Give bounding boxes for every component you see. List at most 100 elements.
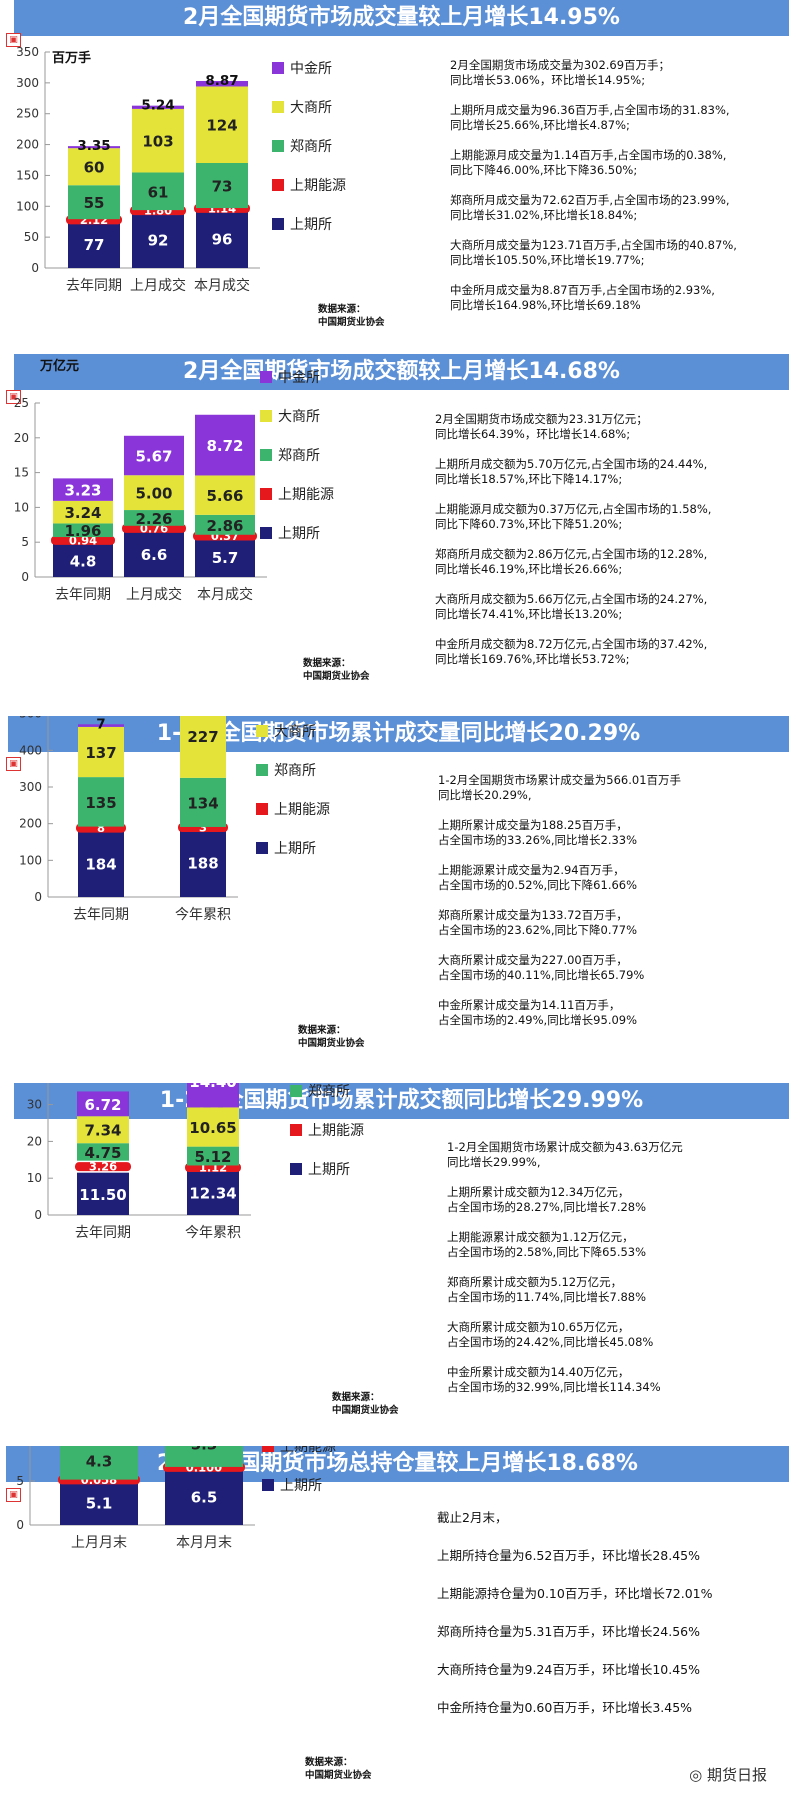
y-tick-label: 0	[21, 570, 29, 584]
bar-segment-大商所	[132, 108, 184, 173]
y-tick-label: 0	[34, 1208, 42, 1222]
bar-segment-大商所	[53, 500, 113, 524]
data-label: 3.35	[77, 138, 110, 154]
bar-segment-上期所	[68, 220, 120, 268]
bar-segment-中金所	[187, 1083, 239, 1108]
data-label: 5.3	[191, 1446, 218, 1454]
bar-segment-上期所	[77, 1172, 129, 1215]
bar-segment-上期所	[195, 537, 255, 577]
stacked-bar-chart: 百万手050100150200250300350772.1255603.35去年…	[16, 45, 346, 294]
legend-swatch	[272, 218, 284, 230]
data-label: 14.40	[189, 1083, 236, 1091]
bar-segment-大商所	[187, 1107, 239, 1147]
bar-segment-郑商所	[132, 172, 184, 211]
data-source-label: 数据来源：	[305, 1757, 353, 1768]
data-label: 8.87	[205, 73, 238, 89]
legend-label: 上期所	[290, 217, 332, 233]
data-label: 60	[84, 159, 105, 177]
note-item: 上期所累计成交量为188.25百万手， 占全国市场的33.26%,同比增长2.3…	[438, 818, 638, 847]
data-source: 数据来源： 中国期货业协会	[332, 1391, 399, 1417]
data-label: 10.65	[189, 1119, 236, 1137]
legend-label: 郑商所	[274, 763, 316, 779]
plot-area: 百万手050100150200250300350772.1255603.35去年…	[16, 45, 260, 294]
data-label: 2.86	[206, 517, 243, 535]
notes-panel: 截止2月末， 上期所持仓量为6.52百万手，环比增长28.45% 上期能源持仓量…	[437, 1510, 782, 1716]
y-tick-label: 0	[16, 1518, 24, 1532]
x-category-label: 上月成交	[126, 586, 182, 603]
note-item: 上期能源累计成交额为1.12万亿元， 占全国市场的2.58%,同比下降65.53…	[447, 1230, 647, 1259]
legend-label: 中金所	[290, 61, 332, 77]
note-item: 上期所月成交额为5.70万亿元,占全国市场的24.44%, 同比增长18.57%…	[435, 457, 708, 486]
bar-segment-大商所	[195, 475, 255, 515]
data-label: 11.50	[79, 1186, 126, 1204]
data-label: 3	[199, 821, 207, 835]
y-tick-label: 5	[16, 1474, 24, 1488]
y-tick-label: 25	[14, 396, 29, 410]
note-item: 中金所月成交额为8.72万亿元,占全国市场的37.42%, 同比增长169.76…	[435, 637, 708, 666]
data-source-name: 中国期货业协会	[318, 317, 385, 328]
section-title: 2月全国期货市场成交额较上月增长14.68%	[14, 354, 789, 390]
x-category-label: 本月成交	[197, 586, 253, 603]
bar-segment-上期所	[78, 829, 124, 897]
data-source: 数据来源： 中国期货业协会	[318, 303, 385, 329]
section-title: 1-2月全国期货市场累计成交量同比增长20.29%	[8, 716, 789, 752]
x-category-label: 本月成交	[194, 277, 250, 294]
data-label: 77	[84, 236, 105, 254]
legend-label: 上期所	[308, 1162, 350, 1178]
data-source-name: 中国期货业协会	[332, 1405, 399, 1416]
bar-segment-上期所	[165, 1467, 243, 1525]
corner-tag-icon: ▣	[6, 757, 21, 771]
legend-swatch	[260, 371, 272, 383]
legend-swatch	[272, 101, 284, 113]
y-tick-label: 200	[16, 138, 39, 152]
watermark-text: 期货日报	[706, 1766, 767, 1784]
x-category-label: 去年同期	[55, 587, 111, 603]
data-label: 2.26	[135, 510, 172, 528]
y-tick-label: 500	[19, 716, 42, 721]
data-label: 3.23	[64, 482, 101, 500]
data-label: 6.72	[84, 1096, 121, 1114]
data-label: 135	[85, 794, 116, 812]
y-tick-label: 300	[19, 780, 42, 794]
x-category-label: 今年累积	[175, 907, 231, 923]
data-label: 137	[85, 744, 116, 762]
x-category-label: 上月成交	[130, 277, 186, 294]
notes-panel: 2月全国期货市场成交额为23.31万亿元； 同比增长64.39%，环比增长14.…	[435, 412, 780, 682]
data-source: 数据来源： 中国期货业协会	[303, 657, 370, 683]
bar-segment-上期所	[124, 531, 184, 577]
x-category-label: 去年同期	[75, 1225, 131, 1241]
note-item: 郑商所累计成交量为133.72百万手， 占全国市场的23.62%,同比下降0.7…	[438, 908, 638, 937]
legend-swatch	[272, 140, 284, 152]
plot-area: 百万手010020030040050060018481351377去年同期188…	[19, 716, 238, 923]
bar-segment-郑商所	[60, 1446, 138, 1480]
y-tick-label: 15	[14, 466, 29, 480]
note-item: 中金所持仓量为0.60百万手，环比增长3.45%	[437, 1700, 693, 1715]
y-axis-unit-label: 万亿元	[39, 358, 79, 374]
note-item: 大商所累计成交额为10.65万亿元， 占全国市场的24.42%,同比增长45.0…	[447, 1320, 654, 1349]
corner-tag-icon: ▣	[6, 33, 21, 47]
note-item: 2月全国期货市场成交额为23.31万亿元； 同比增长64.39%，环比增长14.…	[435, 412, 648, 441]
bar-segment-中金所	[195, 414, 255, 476]
data-label: 7	[96, 716, 105, 732]
note-item: 2月全国期货市场成交量为302.69百万手； 同比增长53.06%，环比增长14…	[450, 58, 671, 87]
y-tick-label: 300	[16, 76, 39, 90]
data-label: 4.75	[84, 1144, 121, 1162]
x-category-label: 上月月末	[71, 1535, 127, 1551]
legend-label: 大商所	[274, 724, 316, 740]
data-source-name: 中国期货业协会	[303, 671, 370, 682]
legend-label: 上期所	[280, 1478, 322, 1494]
plot-area: 百万手05101520255.10.0584.38.40.583上月月末6.50…	[16, 1446, 255, 1551]
data-label: 8	[97, 821, 105, 835]
legend-swatch	[260, 488, 272, 500]
note-item: 郑商所月成交量为72.62百万手,占全国市场的23.99%, 同比增长31.02…	[450, 193, 730, 222]
note-item: 上期所月成交量为96.36百万手,占全国市场的31.83%, 同比增长25.66…	[450, 103, 730, 132]
bar-segment-郑商所	[180, 777, 226, 827]
y-tick-label: 5	[21, 535, 29, 549]
bar-segment-上期所	[53, 543, 113, 577]
data-label: 12.34	[189, 1184, 236, 1202]
corner-tag-icon: ▣	[6, 1488, 21, 1502]
notes-panel: 1-2月全国期货市场累计成交额为43.63万亿元 同比增长29.99%, 上期所…	[447, 1140, 785, 1410]
note-item: 中金所累计成交额为14.40万亿元， 占全国市场的32.99%,同比增长114.…	[447, 1365, 661, 1394]
